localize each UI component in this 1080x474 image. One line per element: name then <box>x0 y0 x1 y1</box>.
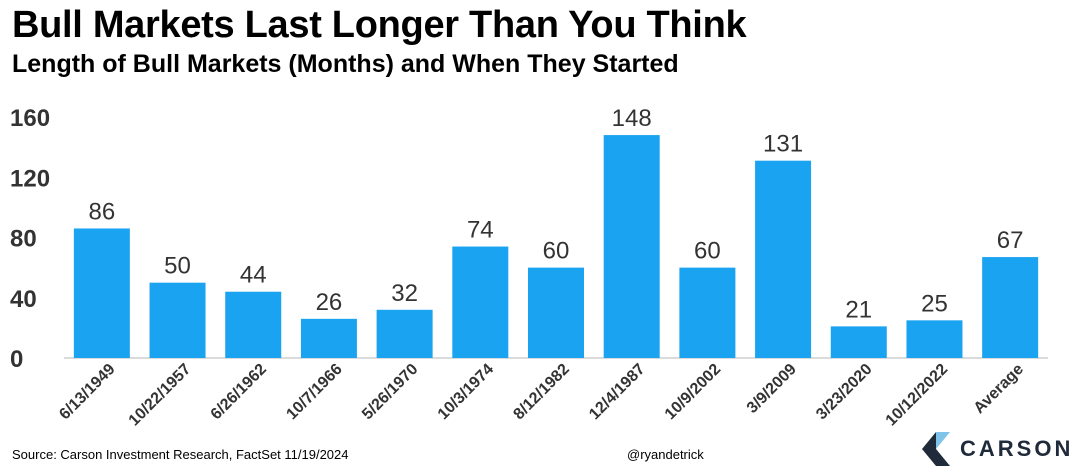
x-tick-label: 5/26/1970 <box>359 361 421 423</box>
bar <box>452 246 509 358</box>
bar <box>225 291 282 358</box>
y-tick-label: 160 <box>10 105 50 132</box>
bar <box>906 320 963 358</box>
bar <box>528 267 584 358</box>
data-label: 60 <box>543 238 570 265</box>
author-handle: @ryandetrick <box>627 447 704 462</box>
data-label: 50 <box>164 253 191 280</box>
data-label: 25 <box>921 290 948 317</box>
x-tick-label: 10/9/2002 <box>662 361 724 423</box>
x-tick-label: 12/4/1987 <box>586 361 648 423</box>
data-label: 86 <box>88 198 115 225</box>
data-label: 26 <box>316 289 343 316</box>
x-tick-label: 10/3/1974 <box>435 361 497 423</box>
bar <box>755 160 812 358</box>
data-label: 32 <box>391 280 418 307</box>
x-tick-label: 8/12/1982 <box>510 361 572 423</box>
data-label: 21 <box>845 296 872 323</box>
y-tick-label: 80 <box>10 226 37 253</box>
carson-logo-icon <box>922 432 950 466</box>
data-label: 44 <box>240 262 267 289</box>
y-tick-label: 0 <box>10 346 23 373</box>
y-tick-label: 40 <box>10 286 37 313</box>
data-label: 74 <box>467 217 494 244</box>
x-tick-label: 10/7/1966 <box>283 361 345 423</box>
bar <box>982 257 1039 358</box>
bar <box>376 309 433 358</box>
logo-text: CARSON <box>960 436 1074 461</box>
data-label: 148 <box>612 105 652 132</box>
x-tick-label: 6/26/1962 <box>208 361 270 423</box>
bar <box>679 267 736 358</box>
data-label: 67 <box>997 227 1024 254</box>
carson-logo: CARSON <box>922 432 1073 466</box>
bar <box>73 228 130 358</box>
x-tick-label: 10/22/1957 <box>126 361 195 430</box>
chart-title: Bull Markets Last Longer Than You Think <box>12 4 747 46</box>
data-label: 60 <box>694 238 721 265</box>
bar <box>149 282 206 358</box>
bar <box>300 318 357 358</box>
bar <box>603 135 660 358</box>
x-tick-label: 3/23/2020 <box>813 361 875 423</box>
bar <box>830 326 887 358</box>
data-label: 131 <box>763 131 803 158</box>
x-tick-label: 6/13/1949 <box>56 361 118 423</box>
x-tick-label: Average <box>971 361 1027 417</box>
y-tick-label: 120 <box>10 165 50 192</box>
x-tick-label: 3/9/2009 <box>744 361 800 417</box>
source-note: Source: Carson Investment Research, Fact… <box>12 447 349 462</box>
x-tick-label: 10/12/2022 <box>883 361 952 430</box>
chart-subtitle: Length of Bull Markets (Months) and When… <box>12 50 679 78</box>
